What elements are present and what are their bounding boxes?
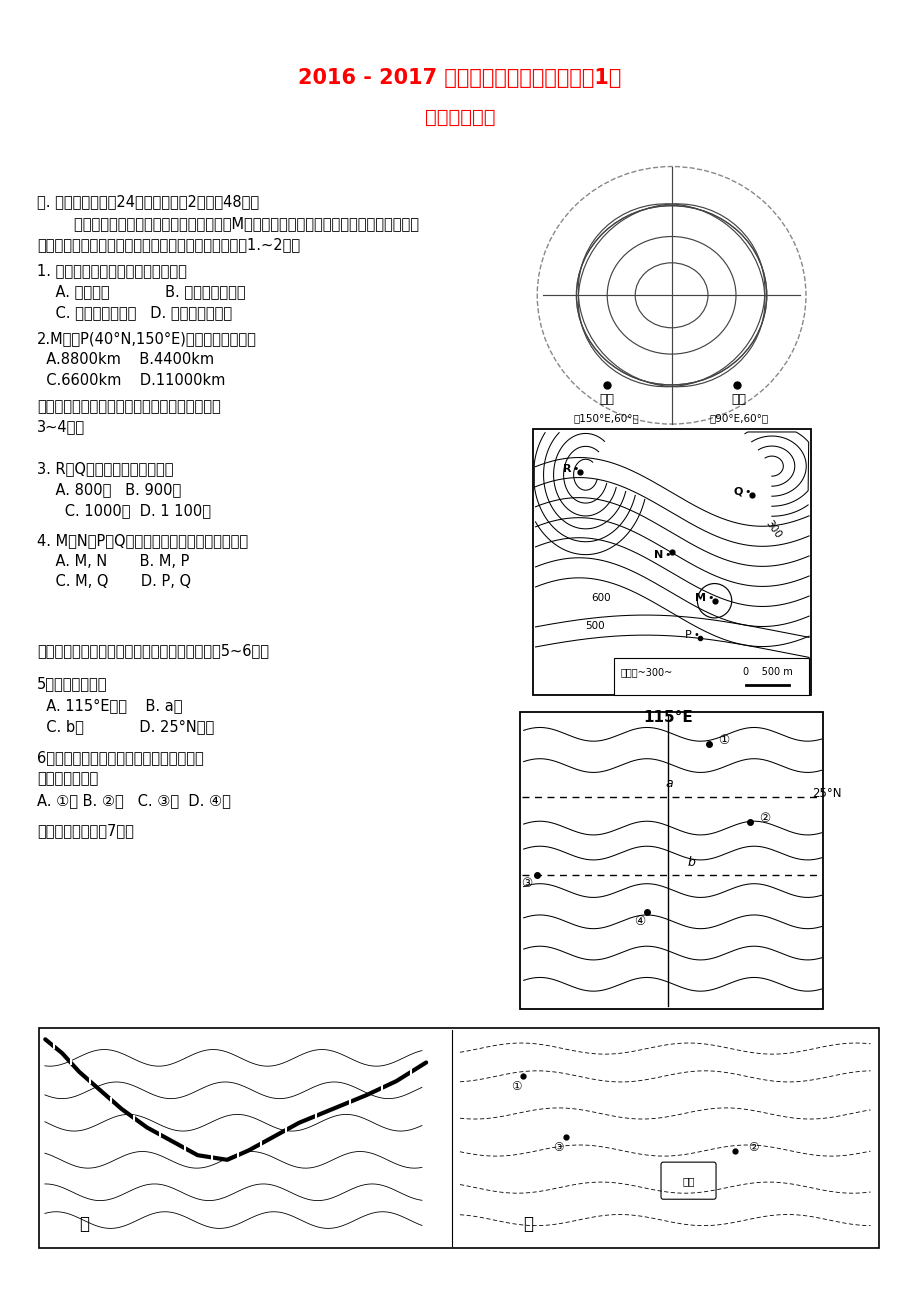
Text: （90°E,60°）: （90°E,60°） (709, 413, 767, 423)
Text: 25°N: 25°N (811, 786, 841, 799)
FancyBboxPatch shape (661, 1163, 715, 1199)
Text: •: • (573, 464, 579, 474)
Text: C.6600km    D.11000km: C.6600km D.11000km (37, 372, 225, 388)
Text: 机从甲地沿最近的线路飞往乙地。结合所学知识，回答1.~2题。: 机从甲地沿最近的线路飞往乙地。结合所学知识，回答1.~2题。 (37, 237, 300, 253)
Text: 500: 500 (585, 621, 605, 631)
Text: 600: 600 (591, 592, 610, 603)
Text: ③: ③ (521, 878, 532, 891)
Text: A. 115°E经线    B. a线: A. 115°E经线 B. a线 (37, 698, 182, 713)
Text: 甲地: 甲地 (598, 393, 614, 406)
Text: 甲: 甲 (79, 1215, 89, 1233)
Text: •: • (664, 549, 670, 560)
Text: C. 1000米  D. 1 100米: C. 1000米 D. 1 100米 (37, 503, 210, 518)
Text: ④: ④ (633, 915, 644, 928)
Text: ②: ② (758, 812, 769, 825)
Text: 在右边等高线图中，沟谷流水向东流。读图回答5~6题。: 在右边等高线图中，沟谷流水向东流。读图回答5~6题。 (37, 643, 268, 659)
Text: M: M (694, 592, 705, 603)
Text: N: N (653, 549, 663, 560)
Text: 0    500 m: 0 500 m (743, 667, 792, 677)
Text: 若图为以某极点为中心的促视图，甲地与M地互为对趺点。若不考虑地形等因素，一架飞: 若图为以某极点为中心的促视图，甲地与M地互为对趺点。若不考虑地形等因素，一架飞 (37, 216, 418, 232)
Bar (614, 658, 808, 695)
Text: 2.M地到P(40°N,150°E)地最短航线的长约: 2.M地到P(40°N,150°E)地最短航线的长约 (37, 331, 256, 346)
Text: 高二地理试题: 高二地理试题 (425, 108, 494, 126)
Text: （150°E,60°）: （150°E,60°） (573, 413, 639, 423)
Text: 一. 单项选择题（入24小题，每小题2分，入48分）: 一. 单项选择题（入24小题，每小题2分，入48分） (37, 194, 258, 210)
Text: A.8800km    B.4400km: A.8800km B.4400km (37, 352, 214, 367)
Text: 6、马尾松为喜阳植物，图中最有利于马尾: 6、马尾松为喜阳植物，图中最有利于马尾 (37, 750, 203, 766)
Text: A. ①处 B. ②处   C. ③处  D. ④处: A. ①处 B. ②处 C. ③处 D. ④处 (37, 793, 231, 809)
Text: R: R (562, 464, 571, 474)
Text: 3~4题。: 3~4题。 (37, 419, 85, 435)
Text: A. 800米   B. 900米: A. 800米 B. 900米 (37, 482, 181, 497)
Text: •: • (743, 487, 750, 497)
Text: 乙: 乙 (523, 1215, 533, 1233)
Text: C. b线            D. 25°N纬线: C. b线 D. 25°N纬线 (37, 719, 214, 734)
Text: 读等高线图中回答7题。: 读等高线图中回答7题。 (37, 823, 133, 838)
Text: Q: Q (733, 487, 743, 497)
Text: b: b (686, 855, 695, 868)
Text: 115°E: 115°E (643, 710, 693, 725)
Text: P: P (684, 630, 691, 641)
Text: A. M, N       B. M, P: A. M, N B. M, P (37, 553, 189, 569)
Text: 3. R、Q两点的相对高度可能为: 3. R、Q两点的相对高度可能为 (37, 461, 173, 477)
Text: •: • (707, 592, 713, 603)
Text: C. M, Q       D. P, Q: C. M, Q D. P, Q (37, 574, 191, 590)
Text: 300: 300 (763, 518, 782, 540)
Text: A. 一路正西            B. 先东南，后东北: A. 一路正西 B. 先东南，后东北 (37, 284, 245, 299)
Text: 小镇: 小镇 (682, 1176, 694, 1186)
Text: 5、图中分水岭为: 5、图中分水岭为 (37, 676, 108, 691)
Text: 乙地: 乙地 (731, 393, 745, 406)
Text: 松生长的地区是: 松生长的地区是 (37, 771, 98, 786)
Text: ③: ③ (552, 1141, 563, 1154)
Text: 2016 - 2017 学年度第二学期阶段考试（1）: 2016 - 2017 学年度第二学期阶段考试（1） (298, 68, 621, 89)
Text: 4. M、N、P、Q四地中，海拔可能相等的两地是: 4. M、N、P、Q四地中，海拔可能相等的两地是 (37, 533, 247, 548)
Text: 等高线~300~: 等高线~300~ (619, 667, 672, 677)
Text: 1. 该飞机飞行方向和飞行距离分别是: 1. 该飞机飞行方向和飞行距离分别是 (37, 263, 187, 279)
Text: a: a (664, 777, 672, 790)
Text: C. 先东北，后东南   D. 先西南，后西北: C. 先东北，后东南 D. 先西南，后西北 (37, 305, 232, 320)
Text: 右图所示区域属于湿润的亚热带季风气候。回答: 右图所示区域属于湿润的亚热带季风气候。回答 (37, 398, 221, 414)
Text: ①: ① (718, 734, 729, 747)
Text: ①: ① (510, 1081, 521, 1094)
Text: •: • (692, 630, 698, 641)
Text: ②: ② (747, 1141, 757, 1154)
